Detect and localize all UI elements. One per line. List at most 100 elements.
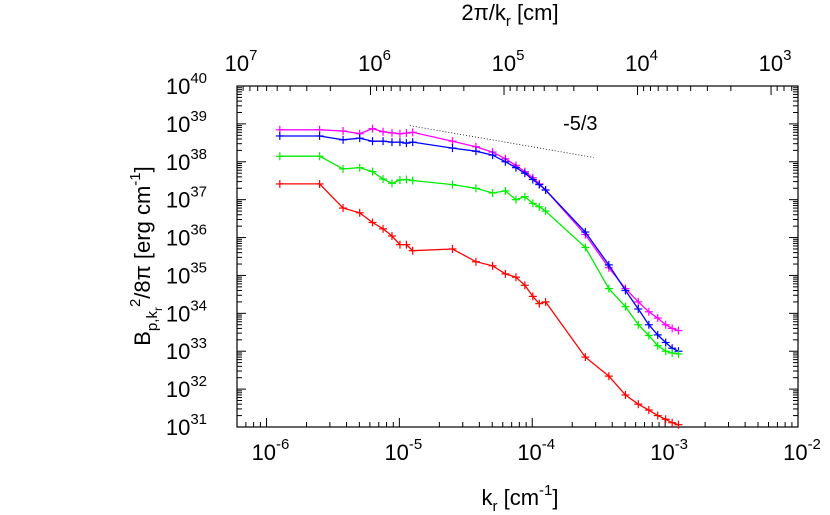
data-point xyxy=(621,286,630,295)
data-point xyxy=(501,186,510,195)
data-point xyxy=(368,167,377,176)
tick-label-base: 10 xyxy=(492,51,516,76)
data-point xyxy=(511,163,520,172)
tick-label-base: 10 xyxy=(783,440,807,465)
data-point xyxy=(339,135,348,144)
tick-label-base: 10 xyxy=(166,377,190,402)
data-point xyxy=(668,324,677,333)
data-point xyxy=(653,411,662,420)
tick-label-exp: 36 xyxy=(190,222,207,239)
data-point xyxy=(520,192,529,201)
data-point xyxy=(511,195,520,204)
top-tick-label: 104 xyxy=(625,47,658,76)
y-tick-label: 1034 xyxy=(166,297,207,326)
data-point xyxy=(379,224,388,233)
data-point xyxy=(674,420,683,429)
data-point xyxy=(488,151,497,160)
data-point xyxy=(355,134,364,143)
x-tick-label: 10-4 xyxy=(517,436,555,465)
series-2 xyxy=(275,152,683,358)
data-point xyxy=(661,320,670,329)
data-point xyxy=(501,157,510,166)
x-tick-label: 10-2 xyxy=(783,436,821,465)
tick-label-exp: 35 xyxy=(190,259,207,276)
series-line xyxy=(279,127,679,332)
data-point xyxy=(634,305,643,314)
data-point xyxy=(488,261,497,270)
data-point xyxy=(315,179,324,188)
data-point xyxy=(653,330,662,339)
x-tick-label: 10-5 xyxy=(384,436,422,465)
data-point xyxy=(387,231,396,240)
data-point xyxy=(674,326,683,335)
tick-label-base: 10 xyxy=(166,301,190,326)
data-point xyxy=(520,169,529,178)
data-point xyxy=(674,349,683,358)
tick-label-exp: -6 xyxy=(276,436,289,453)
annotation: -5/3 xyxy=(409,113,598,158)
y-tick-label: 1040 xyxy=(166,70,207,99)
data-point xyxy=(621,390,630,399)
tick-label-base: 10 xyxy=(252,440,276,465)
data-point xyxy=(402,139,411,148)
tick-label-base: 10 xyxy=(166,150,190,175)
data-point xyxy=(315,152,324,161)
tick-label-exp: 37 xyxy=(190,184,207,201)
data-point xyxy=(275,179,284,188)
data-point xyxy=(634,320,643,329)
data-point xyxy=(368,218,377,227)
tick-label-base: 10 xyxy=(166,112,190,137)
data-point xyxy=(387,138,396,147)
data-point xyxy=(634,297,643,306)
plot-frame xyxy=(236,85,799,428)
x-axis-label-bottom: kr [cm-1] xyxy=(481,482,558,515)
top-tick-labels: 107 106 105 104 103 xyxy=(225,47,792,76)
data-point xyxy=(668,348,677,357)
data-point xyxy=(634,400,643,409)
tick-label-exp: -2 xyxy=(808,436,821,453)
data-point xyxy=(275,152,284,161)
data-point xyxy=(604,372,613,381)
data-point xyxy=(408,128,417,137)
tick-label-exp: 32 xyxy=(190,373,207,390)
tick-label-exp: 3 xyxy=(783,47,791,64)
y-tick-label: 1031 xyxy=(166,411,207,440)
tick-label-base: 10 xyxy=(166,339,190,364)
data-point xyxy=(644,307,653,316)
tick-label-base: 10 xyxy=(225,51,249,76)
data-point xyxy=(315,131,324,140)
tick-label-base: 10 xyxy=(166,415,190,440)
tick-label-exp: 34 xyxy=(190,297,207,314)
tick-label-base: 10 xyxy=(166,188,190,213)
y-tick-label: 1035 xyxy=(166,259,207,288)
data-point xyxy=(581,243,590,252)
data-point xyxy=(511,273,520,282)
data-point xyxy=(448,180,457,189)
data-point xyxy=(448,144,457,153)
top-tick-label: 103 xyxy=(759,47,792,76)
data-point xyxy=(275,131,284,140)
tick-label-base: 10 xyxy=(166,226,190,251)
data-point xyxy=(339,164,348,173)
tick-label-exp: 40 xyxy=(190,70,207,87)
tick-label-base: 10 xyxy=(517,440,541,465)
data-point xyxy=(339,204,348,213)
data-point xyxy=(488,188,497,197)
data-point xyxy=(644,320,653,329)
data-point xyxy=(528,199,537,208)
data-point xyxy=(535,202,544,211)
data-point xyxy=(501,269,510,278)
data-point xyxy=(379,127,388,136)
x-tick-label: 10-6 xyxy=(252,436,290,465)
bottom-tick-labels: 10-6 10-5 10-4 10-3 10-2 xyxy=(252,436,821,465)
data-point xyxy=(408,246,417,255)
data-point xyxy=(581,228,590,237)
data-point xyxy=(379,175,388,184)
data-point xyxy=(644,406,653,415)
tick-label-base: 10 xyxy=(759,51,783,76)
top-tick-label: 106 xyxy=(358,47,391,76)
data-point xyxy=(448,244,457,253)
data-point xyxy=(408,138,417,147)
slope-label: -5/3 xyxy=(563,113,597,135)
